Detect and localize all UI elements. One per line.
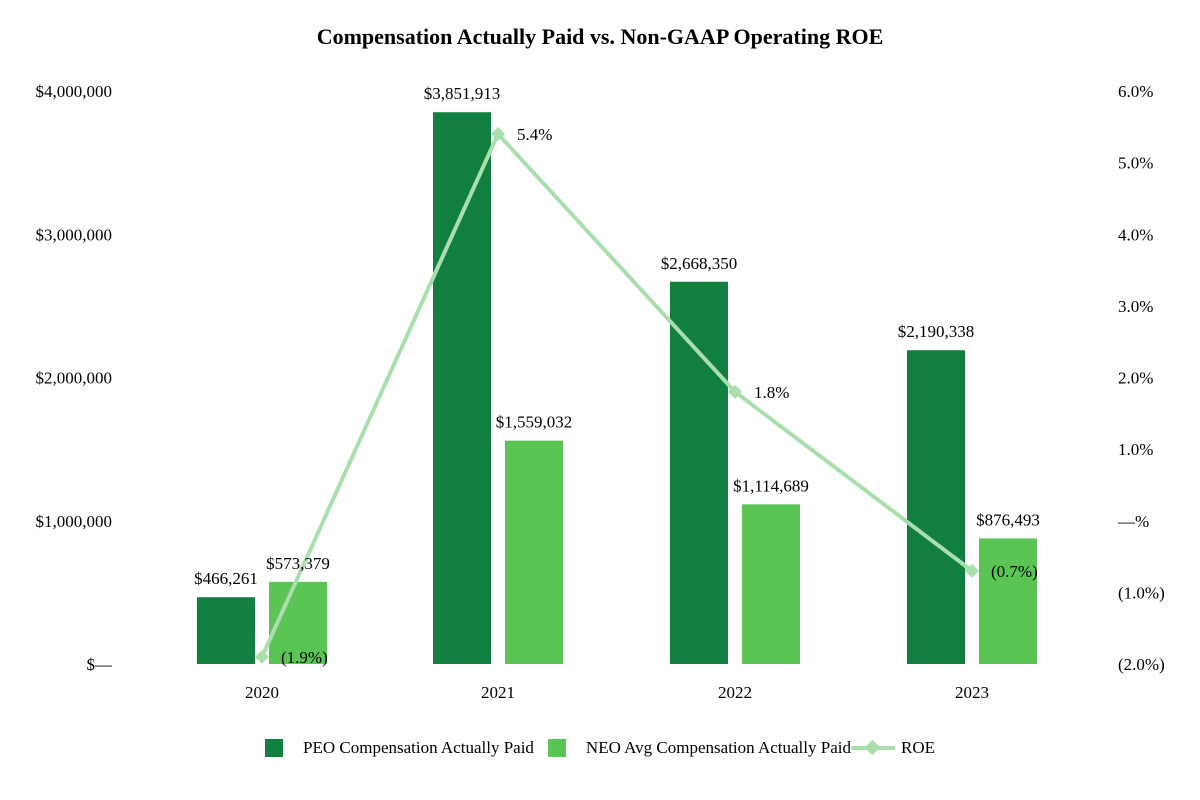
data-label-neo: $573,379 (266, 554, 330, 573)
bar-neo (742, 504, 800, 664)
legend-item-neo: NEO Avg Compensation Actually Paid (547, 738, 851, 758)
legend-swatch-peo (265, 739, 284, 757)
right-axis-tick-label: (2.0%) (1118, 655, 1165, 674)
right-axis-tick-label: —% (1117, 512, 1149, 531)
x-axis-tick-label: 2020 (245, 683, 279, 702)
right-axis-tick-label: 6.0% (1118, 82, 1153, 101)
right-axis-tick-label: 4.0% (1118, 225, 1153, 244)
x-axis-tick-label: 2022 (718, 683, 752, 702)
left-axis-tick-label: $— (87, 655, 114, 674)
data-label-peo: $466,261 (194, 569, 258, 588)
right-axis-tick-label: 2.0% (1118, 369, 1153, 388)
roe-line (260, 131, 974, 658)
roe-point (728, 384, 742, 399)
data-label-neo: $1,114,689 (733, 476, 809, 495)
left-axis-tick-label: $1,000,000 (36, 512, 113, 531)
bar-neo (979, 538, 1037, 664)
bar-peo (433, 112, 491, 665)
data-label-roe: (1.9%) (281, 648, 328, 667)
left-axis-tick-label: $2,000,000 (36, 369, 113, 388)
right-axis-tick-label: 3.0% (1118, 297, 1153, 316)
right-axis-tick-label: 5.0% (1118, 154, 1153, 173)
right-axis-tick-label: (1.0%) (1118, 583, 1165, 602)
roe-point (491, 126, 505, 141)
data-label-neo: $1,559,032 (496, 413, 573, 432)
chart-legend: PEO Compensation Actually Paid NEO Avg C… (0, 738, 1200, 758)
bar-peo (670, 281, 728, 664)
x-axis-tick-label: 2021 (481, 683, 515, 702)
legend-item-peo: PEO Compensation Actually Paid (265, 738, 534, 758)
left-axis-tick-label: $4,000,000 (36, 82, 113, 101)
data-label-peo: $2,668,350 (661, 254, 738, 273)
x-axis-tick-label: 2023 (955, 683, 989, 702)
right-axis-tick-label: 1.0% (1118, 440, 1153, 459)
data-label-roe: 1.8% (754, 383, 789, 402)
legend-label-neo: NEO Avg Compensation Actually Paid (585, 738, 851, 757)
chart-title: Compensation Actually Paid vs. Non-GAAP … (316, 24, 884, 49)
data-label-neo: $876,493 (976, 510, 1040, 529)
left-axis-tick-label: $3,000,000 (36, 225, 113, 244)
roe-point (965, 563, 979, 578)
legend-label-roe: ROE (900, 738, 935, 757)
roe-point (255, 649, 269, 664)
data-label-peo: $3,851,913 (424, 84, 501, 103)
data-label-peo: $2,190,338 (898, 322, 975, 341)
bar-neo (505, 440, 563, 664)
data-label-roe: 5.4% (517, 125, 552, 144)
legend-label-peo: PEO Compensation Actually Paid (303, 738, 534, 757)
legend-line-roe-icon (850, 739, 895, 757)
legend-item-roe: ROE (850, 738, 935, 758)
bar-peo (197, 597, 255, 664)
data-label-roe: (0.7%) (991, 562, 1038, 581)
bar-peo (907, 350, 965, 664)
legend-swatch-neo (547, 739, 566, 757)
